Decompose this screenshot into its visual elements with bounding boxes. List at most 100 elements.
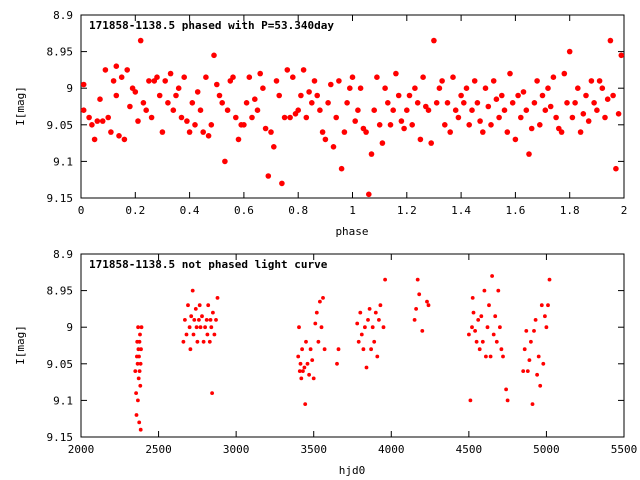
data-point (499, 92, 505, 99)
data-point (378, 303, 383, 308)
data-point (618, 52, 625, 59)
tick-marks (80, 253, 625, 438)
y-tick-label: 9.15 (47, 192, 74, 205)
data-point (118, 74, 125, 80)
data-point (509, 100, 516, 106)
data-point (318, 299, 322, 304)
data-point (94, 118, 101, 124)
data-point (306, 89, 312, 95)
data-point (505, 398, 510, 403)
data-point (344, 100, 350, 106)
y-tick-label: 9.1 (53, 155, 73, 168)
data-point (260, 85, 266, 91)
data-point (572, 100, 578, 106)
data-point (91, 136, 98, 143)
data-point (381, 325, 386, 330)
data-point (591, 100, 597, 106)
data-point (290, 74, 296, 80)
data-point (417, 292, 422, 297)
data-point (347, 85, 353, 91)
data-point (200, 129, 206, 135)
y-tick-label: 8.95 (47, 285, 74, 298)
data-point (537, 122, 543, 128)
data-point (262, 125, 269, 132)
data-point (102, 67, 109, 73)
data-point (296, 354, 301, 359)
data-point (479, 314, 484, 319)
data-point (80, 107, 87, 113)
y-tick-label: 9.1 (53, 394, 73, 407)
data-point (615, 111, 622, 117)
data-point (276, 92, 283, 99)
data-point (414, 100, 421, 106)
data-point (214, 318, 218, 322)
data-point (420, 74, 426, 80)
data-point (468, 398, 473, 403)
x-axis-label: hjd0 (339, 464, 366, 477)
data-point (136, 325, 141, 330)
data-point (373, 310, 378, 315)
data-point (455, 114, 462, 121)
data-point (212, 332, 217, 337)
data-point (525, 369, 530, 373)
data-point (512, 136, 519, 143)
data-point (233, 114, 239, 121)
data-point (325, 100, 331, 106)
data-point (310, 358, 315, 362)
data-point (187, 325, 192, 330)
data-point (417, 136, 424, 143)
data-point (547, 103, 554, 110)
data-point (127, 103, 133, 110)
data-point (480, 339, 485, 344)
data-point (197, 107, 204, 113)
data-point (298, 361, 303, 366)
data-point (477, 118, 483, 124)
data-point (190, 288, 195, 293)
data-point (188, 347, 193, 352)
data-point (536, 354, 541, 359)
data-point (566, 48, 573, 55)
y-tick-label: 8.9 (53, 248, 73, 261)
data-point (303, 114, 310, 121)
data-point (314, 92, 321, 99)
data-point (193, 307, 198, 311)
data-point (135, 361, 140, 366)
data-point (482, 85, 489, 91)
data-point (452, 107, 459, 113)
data-point (412, 85, 418, 91)
data-point (336, 78, 342, 84)
data-point (398, 118, 405, 124)
data-point (610, 92, 616, 99)
data-point (469, 107, 475, 113)
data-point (580, 111, 587, 117)
data-point (383, 277, 387, 282)
y-tick-label: 8.95 (47, 46, 74, 59)
x-tick-label: 0.4 (180, 204, 200, 217)
data-point (139, 325, 144, 330)
y-tick-labels: 8.9 8.95 9 9.05 9.1 9.15 (47, 9, 74, 205)
data-point (374, 74, 380, 80)
data-point (401, 125, 407, 132)
data-point (476, 318, 481, 322)
data-point (561, 70, 568, 77)
data-point (524, 329, 529, 333)
data-point (602, 114, 608, 121)
data-point (558, 129, 565, 135)
data-point (297, 325, 301, 330)
data-point (474, 339, 479, 344)
data-point (201, 339, 206, 344)
data-point (490, 78, 497, 84)
data-point (295, 107, 302, 113)
data-point (466, 122, 473, 128)
data-point (322, 347, 327, 352)
data-point (439, 78, 445, 84)
data-point (594, 107, 600, 113)
data-point (363, 129, 369, 135)
data-point (222, 158, 228, 165)
data-point (206, 303, 211, 308)
data-point (428, 140, 435, 146)
data-point (317, 107, 323, 113)
data-point (203, 325, 208, 330)
chart-title: 171858-1138.5 phased with P=53.340day (89, 19, 334, 32)
data-point (209, 325, 214, 330)
